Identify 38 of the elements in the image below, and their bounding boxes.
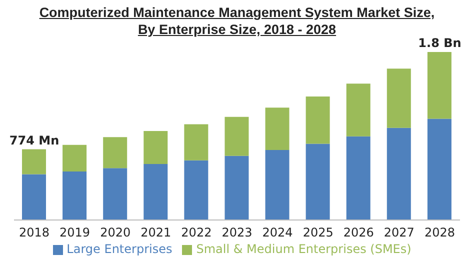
bar (427, 52, 452, 119)
x-tick-label: 2027 (384, 226, 414, 240)
x-tick-label: 2020 (100, 226, 131, 240)
annotation: 1.8 Bn (418, 36, 462, 50)
x-tick-label: 2023 (222, 226, 252, 240)
bar (306, 96, 330, 144)
bar (103, 168, 128, 220)
bar (306, 144, 330, 220)
bar (224, 156, 249, 220)
x-tick-label: 2021 (140, 226, 172, 240)
x-tick-label: 2026 (343, 226, 374, 240)
x-tick-label: 2024 (262, 226, 293, 240)
bar (184, 124, 208, 160)
bar (224, 116, 249, 156)
legend-label: Large Enterprises (66, 242, 172, 256)
x-tick-label: 2025 (302, 226, 334, 240)
x-tick-label: 2028 (424, 226, 455, 240)
x-tick-label: 2018 (19, 226, 50, 240)
bar (386, 68, 411, 128)
bar (346, 136, 370, 220)
bar (427, 118, 452, 220)
bar (386, 128, 411, 220)
x-tick-label: 2022 (181, 226, 212, 240)
bar (184, 160, 208, 220)
bar (265, 108, 290, 150)
bar (346, 84, 370, 136)
bar (144, 130, 168, 164)
annotation: 774 Mn (9, 133, 60, 148)
bar (62, 171, 87, 220)
x-tick-label: 2019 (60, 226, 90, 240)
legend-label: Small & Medium Enterprises (SMEs) (196, 242, 412, 256)
bar (265, 150, 290, 220)
bar (22, 174, 46, 220)
bar (62, 144, 87, 172)
bar (144, 164, 168, 220)
bar (103, 137, 128, 168)
chart-title: Computerized Maintenance Management System Market Size, By Enterprise Size, 2018 - 2028 (39, 5, 435, 37)
bar (22, 149, 46, 174)
